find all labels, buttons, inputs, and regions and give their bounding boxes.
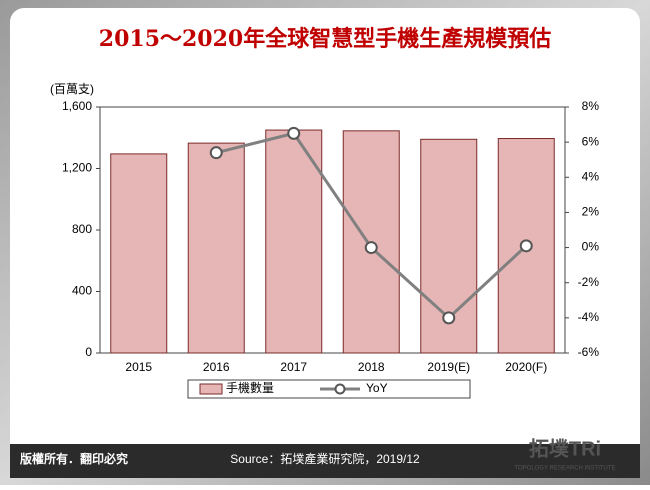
y2-tick-label: 6% — [582, 134, 600, 148]
point — [287, 126, 301, 140]
point — [519, 239, 533, 253]
x-tick-label: 2015 — [125, 360, 152, 374]
panel — [10, 8, 640, 478]
chart-title: 2015～2020年全球智慧型手機生產規模預估 — [99, 26, 551, 52]
y2-tick-label: 0% — [582, 240, 600, 254]
legend-label: 手機數量 — [226, 380, 274, 395]
y-tick-label: 1,600 — [62, 99, 92, 113]
y-unit: (百萬支) — [50, 82, 94, 96]
bar — [110, 153, 168, 354]
point — [364, 241, 378, 255]
x-tick-label: 2019(E) — [427, 360, 470, 374]
y-tick-label: 1,200 — [62, 161, 92, 175]
point — [442, 311, 456, 325]
logo-subtitle: TOPOLOGY RESEARCH INSTITUTE — [514, 466, 615, 472]
y2-tick-label: -6% — [578, 345, 600, 359]
x-tick-label: 2017 — [280, 360, 307, 374]
logo: 拓墣TRi — [529, 437, 601, 460]
copyright: 版權所有．翻印必究 — [20, 451, 128, 466]
legend-point — [334, 383, 346, 395]
y2-tick-label: 4% — [582, 169, 600, 183]
x-tick-label: 2018 — [358, 360, 385, 374]
y-tick-label: 0 — [85, 345, 92, 359]
x-tick-label: 2016 — [203, 360, 230, 374]
y-tick-label: 800 — [72, 222, 92, 236]
y2-tick-label: -2% — [578, 275, 600, 289]
y-tick-label: 400 — [72, 284, 92, 298]
y2-tick-label: 8% — [582, 99, 600, 113]
y2-tick-label: 2% — [582, 205, 600, 219]
source: Source：拓墣產業研究院，2019/12 — [230, 451, 420, 466]
legend-swatch — [199, 383, 223, 395]
y2-tick-label: -4% — [578, 310, 600, 324]
legend-label: YoY — [366, 381, 388, 395]
bar — [265, 129, 323, 354]
bar — [187, 142, 245, 354]
x-tick-label: 2020(F) — [505, 360, 547, 374]
bar — [342, 130, 400, 354]
footer-bar — [10, 444, 640, 478]
point — [209, 146, 223, 160]
